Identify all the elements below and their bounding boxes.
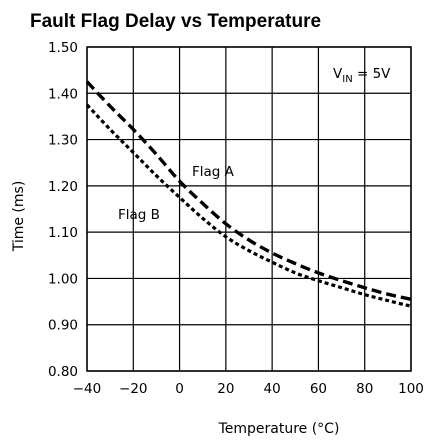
chart-title: Fault Flag Delay vs Temperature [30,11,321,32]
x-tick-label: 80 [356,381,373,397]
x-tick-label: 0 [175,381,184,397]
x-tick-labels: −40 −20 0 20 40 60 80 100 [73,381,424,397]
y-tick-label: 1.20 [48,179,78,195]
x-tick-label: 60 [310,381,327,397]
vin-subscript: IN [342,74,352,85]
y-tick-label: 1.40 [48,86,78,102]
x-tick-label: −40 [73,381,102,397]
x-tick-label: −20 [119,381,148,397]
series-label: Flag A [192,164,235,180]
y-tick-labels: 0.80 0.90 1.00 1.10 1.20 1.30 1.40 1.50 [48,40,78,380]
y-tick-label: 1.50 [48,40,78,56]
y-tick-label: 1.10 [48,225,78,241]
series-labels: Flag A Flag B [118,164,235,223]
x-tick-label: 40 [264,381,281,397]
y-tick-label: 0.90 [48,318,78,334]
y-tick-label: 1.00 [48,271,78,287]
x-axis-label: Temperature (°C) [218,421,340,437]
y-tick-label: 1.30 [48,133,78,149]
series-group [85,80,412,308]
series-line-flag-b [85,103,412,308]
y-tick-label: 0.80 [48,364,78,380]
y-axis-label: Time (ms) [11,181,27,253]
vin-suffix: = 5V [353,66,391,82]
series-label: Flag B [118,207,160,223]
vin-prefix: V [333,66,343,82]
series-line-flag-a [85,80,412,301]
plot-frame [86,46,412,372]
x-tick-label: 20 [217,381,234,397]
x-tick-label: 100 [398,381,424,397]
grid [86,46,412,372]
vin-annotation: VIN = 5V [333,66,391,85]
